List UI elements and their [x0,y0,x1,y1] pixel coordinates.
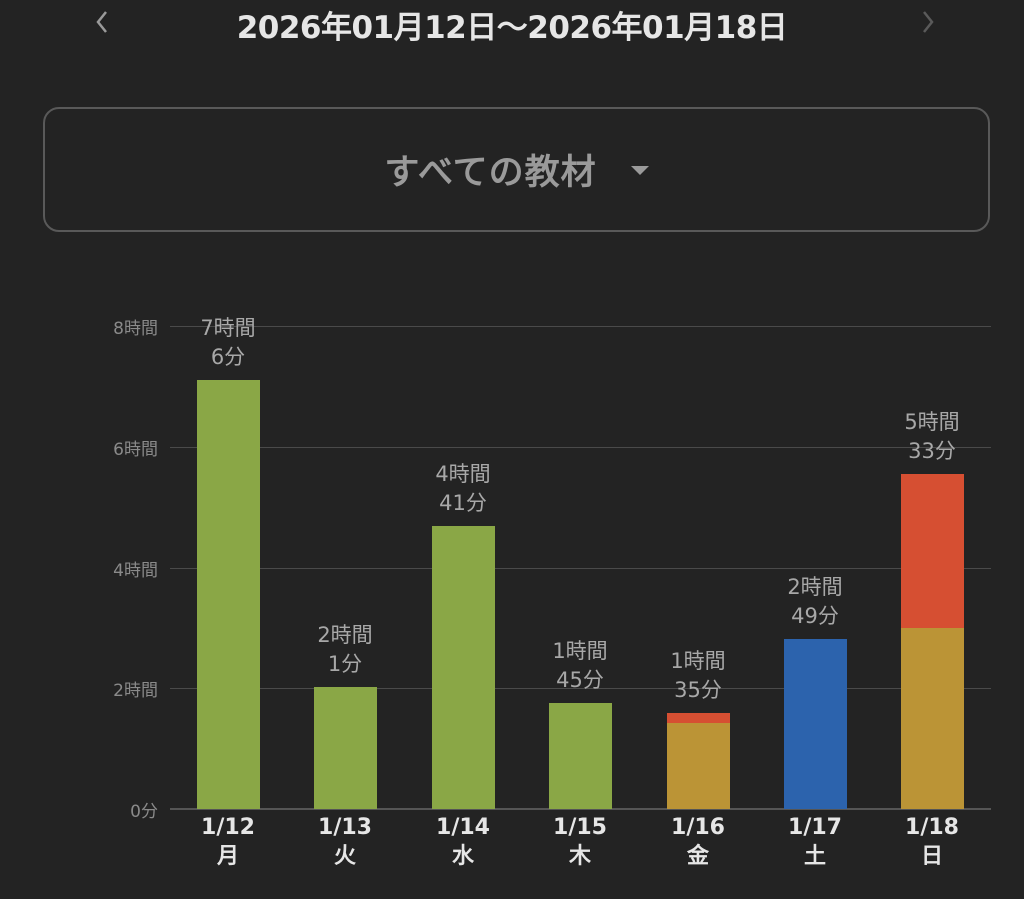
bar-total-minutes: 33分 [908,438,956,463]
bar-total-label: 2時間 1分 [285,621,405,679]
material-selector-label: すべての教材 [384,153,597,193]
x-axis-weekday: 木 [568,844,591,869]
study-time-bar-chart: 0分 2時間 4時間 6時間 8時間 7時間 6分 1/12 月 2時間 1分 1/13 火 4時間 41分… [0,250,1024,899]
y-axis-tick-label: 4時間 [113,560,158,581]
x-axis-date: 1/16 [671,815,725,840]
x-axis-label: 1/12 月 [178,813,278,871]
next-week-button[interactable] [908,2,948,42]
bar-segment-blue [784,638,847,809]
x-axis-label: 1/13 火 [295,813,395,871]
x-axis-weekday: 土 [803,844,826,869]
x-axis-weekday: 火 [333,844,356,869]
bar-segment-green [197,380,260,809]
gridline [170,326,991,327]
x-axis-baseline [170,808,991,810]
bar-segment-green [314,687,377,809]
x-axis-date: 1/18 [905,815,959,840]
y-axis-tick-label: 0分 [130,802,158,822]
x-axis-date: 1/15 [553,815,607,840]
bar-1-16[interactable] [667,713,730,809]
bar-total-minutes: 6分 [210,345,246,370]
bar-1-14[interactable] [432,526,495,809]
x-axis-date: 1/14 [436,815,490,840]
bar-segment-red [901,473,964,628]
bar-1-15[interactable] [549,703,612,809]
bar-total-hours: 1時間 [670,649,726,674]
bar-total-minutes: 35分 [674,678,722,703]
x-axis-weekday: 金 [686,844,709,869]
bar-segment-green [432,526,495,809]
bar-total-label: 7時間 6分 [168,314,288,372]
x-axis-label: 1/15 木 [530,813,630,871]
bar-total-hours: 4時間 [435,462,491,487]
bar-total-minutes: 41分 [439,491,487,516]
previous-week-button[interactable] [82,2,122,42]
chevron-left-icon [96,11,107,33]
x-axis-date: 1/12 [201,815,255,840]
caret-down-icon [630,166,649,175]
bar-total-hours: 5時間 [904,409,960,434]
bar-total-hours: 7時間 [200,316,256,341]
bar-1-17[interactable] [784,638,847,809]
bar-1-13[interactable] [314,687,377,809]
header: 2026年01月12日〜2026年01月18日 [0,0,1024,50]
bar-segment-green [549,703,612,809]
x-axis-label: 1/18 日 [882,813,982,871]
gridline [170,567,991,569]
bar-total-hours: 1時間 [552,639,608,664]
x-axis-label: 1/17 土 [765,813,865,871]
x-axis-label: 1/14 水 [413,813,513,871]
y-axis-tick-label: 2時間 [113,681,158,702]
bar-1-18[interactable] [901,473,964,809]
gridline [170,446,991,448]
bar-total-label: 4時間 41分 [403,460,523,518]
material-selector-dropdown[interactable]: すべての教材 [43,107,990,232]
bar-total-minutes: 49分 [791,603,839,628]
date-range-title: 2026年01月12日〜2026年01月18日 [236,10,788,46]
x-axis-date: 1/13 [318,815,372,840]
x-axis-weekday: 日 [920,844,943,869]
bar-total-label: 5時間 33分 [872,408,992,466]
x-axis-date: 1/17 [788,815,842,840]
bar-1-12[interactable] [197,380,260,809]
bar-total-minutes: 1分 [327,652,363,677]
y-axis-tick-label: 8時間 [113,319,158,339]
bar-total-label: 1時間 35分 [638,647,758,705]
chevron-right-icon [923,11,934,33]
bar-total-label: 1時間 45分 [520,637,640,695]
bar-total-minutes: 45分 [556,668,604,693]
bar-total-hours: 2時間 [787,574,843,599]
x-axis-weekday: 月 [216,844,239,869]
bar-segment-red [667,713,730,724]
bar-segment-gold [901,627,964,809]
gridline [170,688,991,690]
x-axis-label: 1/16 金 [648,813,748,871]
bar-total-hours: 2時間 [317,623,373,648]
y-axis-tick-label: 6時間 [113,439,158,460]
x-axis-weekday: 水 [451,844,474,869]
bar-segment-gold [667,723,730,809]
bar-total-label: 2時間 49分 [755,573,875,631]
